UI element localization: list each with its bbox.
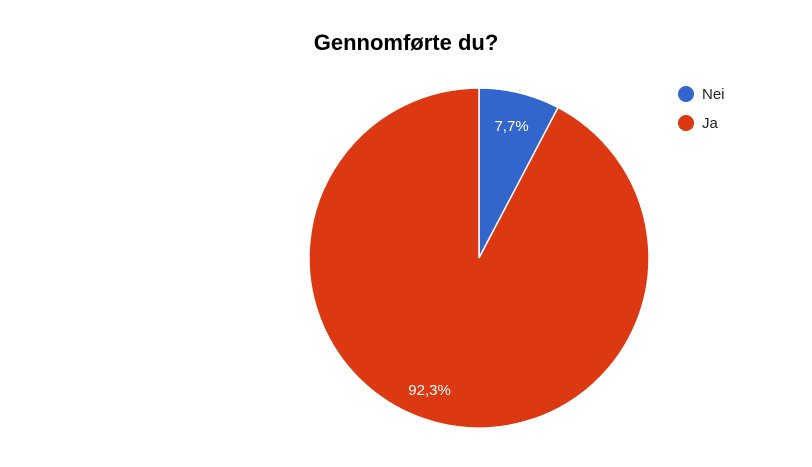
legend-swatch-nei <box>678 86 694 102</box>
legend-swatch-ja <box>678 115 694 131</box>
pie-label-nei: 7,7% <box>494 118 528 135</box>
pie-slices <box>308 87 650 429</box>
chart-title: Gennomførte du? <box>0 30 812 56</box>
legend-label-ja: Ja <box>702 114 718 132</box>
chart-title-text: Gennomførte du? <box>313 30 499 55</box>
pie-slice-ja[interactable] <box>308 87 650 429</box>
legend-item-ja[interactable]: Ja <box>678 113 725 133</box>
legend-item-nei[interactable]: Nei <box>678 84 725 104</box>
pie-label-ja: 92,3% <box>408 382 451 399</box>
pie-slice-labels: 7,7% 92,3% <box>408 118 528 399</box>
legend: Nei Ja <box>678 84 725 142</box>
legend-label-nei: Nei <box>702 85 725 103</box>
